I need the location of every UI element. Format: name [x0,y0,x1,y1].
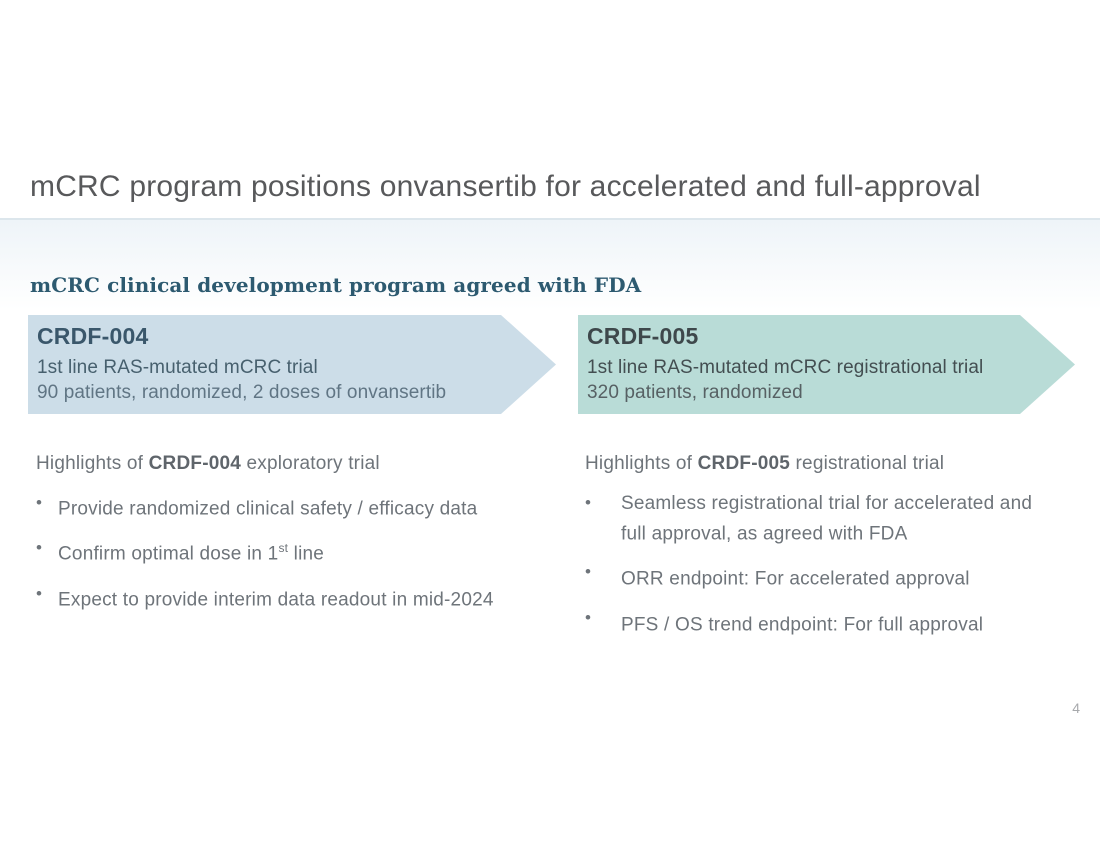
bullet-icon: • [585,607,591,627]
crdf-005-banner-title: CRDF-005 [587,323,699,349]
heading-text: exploratory trial [241,453,380,474]
crdf-004-highlights-column: Highlights of CRDF-004 exploratory trial… [36,452,551,628]
bullet-icon: • [36,538,42,558]
list-item: • Provide randomized clinical safety / e… [36,492,551,520]
crdf-005-banner-line2: 320 patients, randomized [587,382,803,403]
crdf-004-banner: CRDF-004 1st line RAS-mutated mCRC trial… [28,315,556,414]
crdf-004-banner-line2: 90 patients, randomized, 2 doses of onva… [37,382,447,403]
list-item-text: Confirm optimal dose in 1st line [58,541,325,565]
list-item: • Seamless registrational trial for acce… [585,492,1055,546]
list-item: • PFS / OS trend endpoint: For full appr… [585,607,1055,637]
crdf-004-highlights-heading: Highlights of CRDF-004 exploratory trial [36,452,551,476]
crdf-004-bullet-list: • Provide randomized clinical safety / e… [36,492,551,611]
crdf-004-banner-line1: 1st line RAS-mutated mCRC trial [37,357,318,378]
bullet-icon: • [585,493,591,512]
list-item-text: PFS / OS trend endpoint: For full approv… [621,613,984,635]
bullet-icon: • [36,493,42,512]
list-item-text: Seamless registrational trial for accele… [621,493,1033,545]
crdf-005-highlights-heading: Highlights of CRDF-005 registrational tr… [585,452,1055,476]
list-item-text: Expect to provide interim data readout i… [58,588,494,610]
bullet-icon: • [36,583,42,603]
section-heading: mCRC clinical development program agreed… [30,272,642,297]
list-item: • ORR endpoint: For accelerated approval [585,561,1055,591]
list-item: • Expect to provide interim data readout… [36,583,551,611]
crdf-005-bullet-list: • Seamless registrational trial for acce… [585,492,1055,637]
title-divider [0,218,1100,220]
heading-text: Highlights of [36,453,149,474]
crdf-005-banner: CRDF-005 1st line RAS-mutated mCRC regis… [578,315,1075,414]
crdf-005-banner-line1: 1st line RAS-mutated mCRC registrational… [587,357,984,378]
crdf-005-highlights-column: Highlights of CRDF-005 registrational tr… [585,452,1055,652]
page-number: 4 [1072,700,1080,716]
heading-text: registrational trial [790,453,945,474]
bullet-icon: • [585,562,591,582]
list-item: • Confirm optimal dose in 1st line [36,537,551,565]
crdf-004-banner-title: CRDF-004 [37,323,149,349]
list-item-text: Provide randomized clinical safety / eff… [58,498,478,520]
heading-bold-text: CRDF-005 [697,453,791,474]
content-band-background [0,220,1100,310]
heading-text: Highlights of [585,453,698,474]
slide-title: mCRC program positions onvansertib for a… [30,170,981,204]
heading-bold-text: CRDF-004 [148,453,242,474]
list-item-text: ORR endpoint: For accelerated approval [621,568,970,590]
